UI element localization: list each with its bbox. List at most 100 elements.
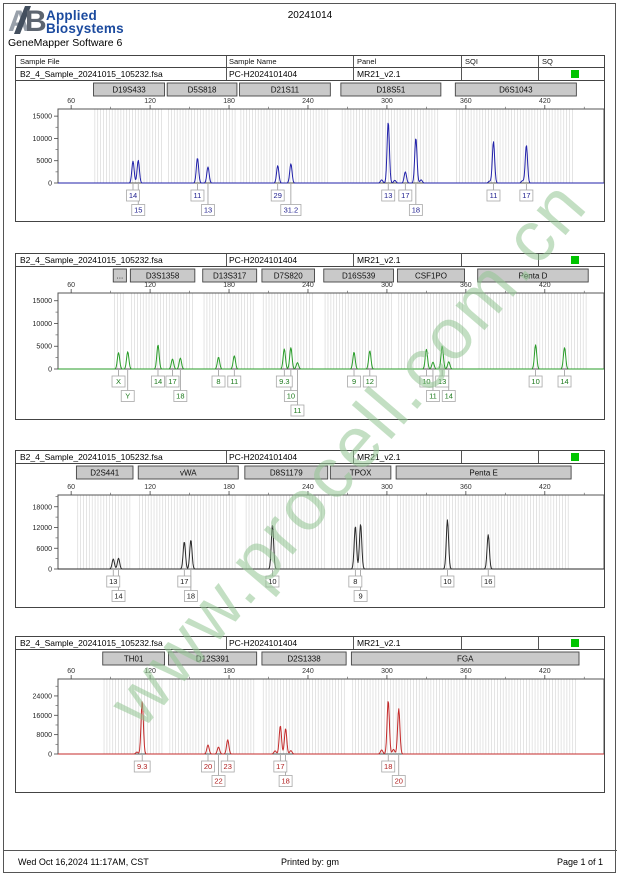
allele-label: 20 <box>201 760 215 773</box>
allele-label: 14 <box>111 590 126 602</box>
y-tick-label: 12000 <box>33 525 53 532</box>
panel-group-green: B2_4_Sample_20241015_105232.fsa PC-H2024… <box>15 253 605 420</box>
allele-value: 17 <box>168 377 176 386</box>
sq-indicator <box>571 256 579 264</box>
marker-bin-label: Penta D <box>519 272 548 281</box>
y-tick-label: 0 <box>48 752 52 759</box>
logo-letter-b: B <box>25 5 46 35</box>
x-tick-label: 360 <box>460 668 472 675</box>
y-tick-label: 10000 <box>33 136 53 143</box>
marker-bin-label: D18S51 <box>376 86 405 95</box>
allele-label: 18 <box>408 204 423 216</box>
x-tick-label: 240 <box>302 98 314 105</box>
x-tick-label: 60 <box>67 98 75 105</box>
x-tick-label: 420 <box>539 484 551 491</box>
allele-value: 13 <box>109 577 117 586</box>
marker-bin: D2S441 <box>75 465 134 480</box>
trace-path <box>58 701 604 755</box>
allele-label: 14 <box>151 375 165 388</box>
y-tick-label: 18000 <box>33 504 53 511</box>
x-tick-label: 240 <box>302 282 314 289</box>
column-divider <box>353 451 354 463</box>
panel-value: MR21_v2.1 <box>357 638 401 648</box>
marker-bin-label: D16S539 <box>342 272 376 281</box>
column-divider <box>461 451 462 463</box>
y-tick-label: 15000 <box>33 114 53 121</box>
allele-value: 18 <box>176 392 184 401</box>
allele-label: 14 <box>441 390 456 402</box>
allele-value: 17 <box>180 577 188 586</box>
electropherogram-svg-2: ... D3S1358 D13S317 D7S820 D16S539 CSF1PO Pent… <box>33 268 604 417</box>
trace-path <box>58 122 604 184</box>
x-tick-label: 120 <box>144 98 156 105</box>
x-tick-label: 180 <box>223 484 235 491</box>
panel-group-red: B2_4_Sample_20241015_105232.fsa PC-H2024… <box>15 636 605 793</box>
sample-name-value: PC-H2024101404 <box>229 452 298 462</box>
allele-value: 11 <box>230 377 238 386</box>
marker-bin-label: D21S11 <box>271 86 300 95</box>
marker-bin-label: TPOX <box>350 469 372 478</box>
x-tick-label: 300 <box>381 98 393 105</box>
allele-value: 14 <box>445 392 453 401</box>
column-panel: Panel <box>357 57 377 66</box>
allele-label: X <box>111 375 126 388</box>
y-tick-label: 24000 <box>33 693 53 700</box>
brand-line2: Biosystems <box>46 21 124 36</box>
allele-label: 14 <box>126 189 140 202</box>
y-axis: 0 8000 16000 24000 <box>33 685 58 759</box>
allele-label: 18 <box>278 775 293 787</box>
allele-value: 15 <box>134 206 142 215</box>
x-axis: 60 120 180 240 300 360 420 <box>67 668 585 679</box>
allele-value: 11 <box>429 392 437 401</box>
marker-bin-label: D3S1358 <box>146 272 180 281</box>
x-tick-label: 120 <box>144 484 156 491</box>
marker-bin: TPOX <box>329 465 392 480</box>
column-divider <box>538 56 539 67</box>
allele-value: 18 <box>412 206 420 215</box>
allele-value: 22 <box>214 777 222 786</box>
allele-label: 10 <box>283 390 298 402</box>
page-number: Page 1 of 1 <box>556 857 603 867</box>
allele-value: 14 <box>154 377 162 386</box>
x-tick-label: 120 <box>144 668 156 675</box>
marker-bin: Penta E <box>395 465 572 480</box>
x-tick-label: 60 <box>67 282 75 289</box>
electropherogram-plot-black: D2S441 vWA D8S1179 TPOX Penta E 60 120 180 240 30… <box>16 463 604 607</box>
y-axis: 0 6000 12000 18000 <box>33 496 58 574</box>
panel-group-black: B2_4_Sample_20241015_105232.fsa PC-H2024… <box>15 450 605 608</box>
allele-value: 17 <box>522 191 530 200</box>
allele-label: 22 <box>211 775 226 787</box>
allele-label: 17 <box>398 189 413 202</box>
sample-file-value: B2_4_Sample_20241015_105232.fsa <box>20 638 163 648</box>
sample-info-row: B2_4_Sample_20241015_105232.fsa PC-H2024… <box>16 254 604 267</box>
marker-bin: D21S11 <box>239 82 331 97</box>
column-divider <box>353 637 354 649</box>
marker-bin-label: D2S1338 <box>287 655 321 664</box>
column-divider <box>353 56 354 67</box>
x-axis: 60 120 180 240 300 360 420 <box>67 282 585 293</box>
column-divider <box>538 637 539 649</box>
allele-value: 10 <box>531 377 539 386</box>
column-divider <box>226 56 227 67</box>
allele-value: 8 <box>216 377 220 386</box>
marker-bin: D19S433 <box>93 82 166 97</box>
x-tick-label: 120 <box>144 282 156 289</box>
sample-file-value: B2_4_Sample_20241015_105232.fsa <box>20 452 163 462</box>
marker-row: D19S433 D5S818 D21S11 D18S51 D6S1043 <box>93 82 577 97</box>
sample-table-header: Sample File Sample Name Panel SQI SQ <box>15 55 605 67</box>
sample-info-row: B2_4_Sample_20241015_105232.fsa PC-H2024… <box>16 68 604 81</box>
x-tick-label: 420 <box>539 98 551 105</box>
marker-bin-label: vWA <box>180 469 197 478</box>
allele-label: 20 <box>391 775 406 787</box>
allele-value: 18 <box>384 762 392 771</box>
panel-value: MR21_v2.1 <box>357 69 401 79</box>
x-tick-label: 420 <box>539 282 551 289</box>
column-divider <box>461 637 462 649</box>
marker-bin: TH01 <box>102 651 166 666</box>
y-tick-label: 6000 <box>36 546 52 553</box>
